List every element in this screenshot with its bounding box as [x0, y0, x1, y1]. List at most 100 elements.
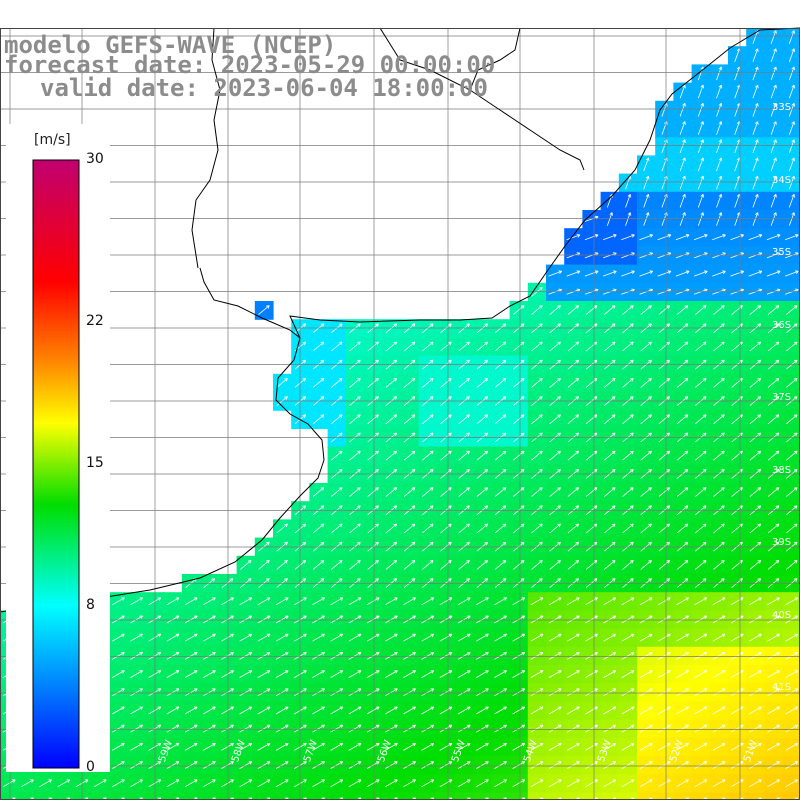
- wind-arrow-head: [721, 487, 725, 491]
- wind-arrow-head: [557, 688, 562, 692]
- wind-arrow: [403, 378, 416, 388]
- wind-arrow: [221, 597, 234, 606]
- wind-arrow: [421, 688, 434, 697]
- wind-arrow-head: [320, 523, 325, 528]
- wind-cell: [109, 592, 128, 611]
- wind-arrow: [749, 615, 762, 624]
- wind-cell: [709, 792, 729, 800]
- wind-arrow-head: [430, 597, 435, 601]
- wind-arrow-head: [357, 688, 362, 692]
- wind-arrow: [440, 523, 452, 534]
- wind-arrow: [675, 252, 690, 259]
- wind-arrow: [275, 670, 289, 678]
- wind-arrow-head: [175, 706, 180, 710]
- wind-arrow-head: [739, 706, 744, 710]
- wind-arrow: [422, 341, 434, 352]
- wind-arrow-head: [539, 597, 544, 601]
- wind-arrow: [330, 633, 343, 642]
- wind-cell: [327, 792, 347, 800]
- wind-arrow-head: [627, 212, 632, 216]
- wind-arrow: [330, 761, 343, 769]
- wind-arrow-head: [757, 432, 762, 437]
- wind-arrow: [752, 48, 759, 63]
- wind-arrow-head: [11, 779, 16, 783]
- wind-cell: [618, 446, 638, 466]
- wind-arrow: [785, 724, 798, 733]
- wind-cell: [327, 446, 347, 466]
- wind-cell: [364, 792, 383, 800]
- wind-arrow-head: [394, 688, 398, 692]
- wind-arrow-head: [411, 432, 416, 437]
- wind-arrow: [675, 289, 690, 295]
- wind-cell: [564, 592, 583, 611]
- wind-arrow: [784, 234, 799, 241]
- wind-cell: [637, 719, 656, 739]
- wind-cell: [345, 446, 365, 466]
- wind-arrow-head: [613, 234, 617, 238]
- wind-cell: [382, 483, 401, 502]
- wind-arrow: [476, 341, 488, 352]
- wind-arrow: [112, 743, 125, 751]
- latitude-label: 39S: [772, 537, 792, 548]
- wind-arrow-head: [302, 414, 307, 418]
- wind-arrow-head: [484, 469, 489, 473]
- wind-arrow: [585, 670, 598, 678]
- wind-arrow: [312, 578, 325, 588]
- wind-arrow: [112, 688, 125, 697]
- wind-cell: [691, 592, 711, 611]
- wind-arrow-head: [757, 469, 762, 473]
- wind-arrow: [770, 194, 777, 208]
- wind-arrow-head: [393, 541, 398, 546]
- wind-arrow-head: [193, 743, 198, 747]
- wind-cell: [728, 665, 747, 684]
- wind-cell: [400, 701, 420, 721]
- wind-arrow-head: [791, 84, 795, 89]
- wind-arrow: [166, 615, 180, 624]
- wind-arrow: [788, 212, 795, 226]
- wind-arrow: [676, 743, 689, 751]
- wind-arrow-head: [284, 560, 288, 564]
- wind-arrow-head: [702, 450, 707, 455]
- wind-arrow-head: [793, 541, 798, 546]
- wind-arrow: [257, 615, 271, 624]
- wind-arrow: [730, 670, 744, 678]
- wind-arrow-head: [702, 578, 707, 582]
- wind-cell: [491, 665, 511, 684]
- wind-cell: [236, 701, 256, 721]
- valid-date: valid date: 2023-06-04 18:00:00: [40, 74, 488, 102]
- wind-arrow: [567, 523, 579, 534]
- wind-cell: [709, 683, 729, 702]
- wind-cell: [236, 683, 256, 702]
- wind-arrow-head: [682, 121, 686, 125]
- wind-cell: [436, 756, 456, 775]
- wind-cell: [309, 592, 329, 611]
- wind-arrow: [603, 652, 616, 660]
- wind-arrow: [185, 578, 197, 588]
- wind-cell: [618, 774, 638, 793]
- wind-arrow: [788, 66, 795, 81]
- wind-cell: [618, 301, 638, 320]
- wind-arrow-head: [611, 305, 616, 309]
- wind-arrow: [694, 597, 707, 606]
- wind-arrow-head: [612, 633, 617, 638]
- wind-cell: [546, 683, 565, 702]
- wind-arrow-head: [266, 615, 271, 619]
- wind-cell: [109, 774, 128, 793]
- wind-cell: [182, 756, 201, 775]
- wind-cell: [709, 410, 729, 429]
- wind-arrow-head: [320, 487, 325, 491]
- wind-arrow: [530, 615, 544, 624]
- wind-cell: [291, 737, 310, 757]
- wind-cell: [564, 483, 583, 502]
- wind-cell: [764, 519, 784, 539]
- wind-cell: [618, 592, 638, 611]
- wind-arrow: [785, 706, 798, 715]
- wind-arrow: [349, 378, 361, 388]
- wind-arrow: [730, 234, 744, 241]
- wind-arrow-head: [248, 779, 253, 783]
- wind-cell: [709, 737, 729, 757]
- wind-arrow-head: [776, 633, 780, 638]
- wind-cell: [400, 792, 420, 800]
- wind-arrow-head: [648, 652, 653, 656]
- wind-arrow-head: [682, 212, 686, 216]
